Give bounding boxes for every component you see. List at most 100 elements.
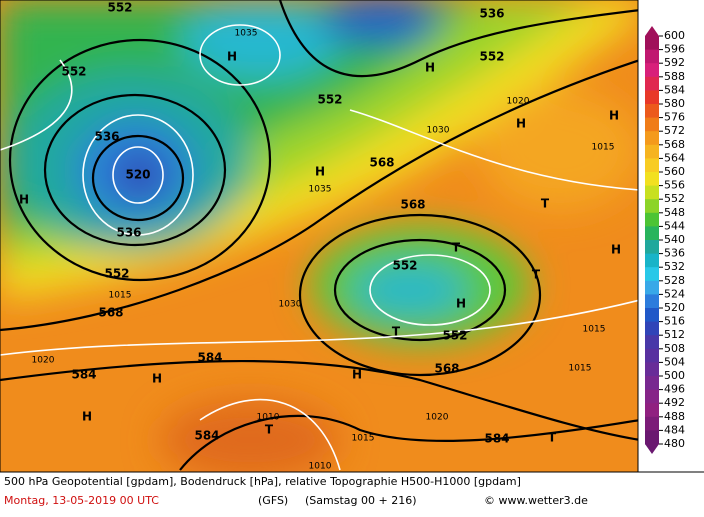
isobar-label: 1010 <box>257 413 280 423</box>
map-label: 552 <box>107 1 132 15</box>
map-label: H <box>516 117 526 131</box>
map-label: 552 <box>61 65 86 79</box>
isobar-label: 1020 <box>32 356 55 366</box>
map-label: 536 <box>479 7 504 21</box>
colorbar-band <box>645 416 659 431</box>
colorbar-label: 532 <box>664 260 685 273</box>
colorbar-band <box>645 403 659 418</box>
map-label: 520 <box>125 168 150 182</box>
map-label: T <box>265 423 274 437</box>
colorbar-label: 500 <box>664 369 685 382</box>
map <box>0 0 638 472</box>
colorbar-label: 512 <box>664 328 685 341</box>
map-label: 568 <box>98 306 123 320</box>
colorbar-band <box>645 226 659 241</box>
colorbar-band <box>645 49 659 64</box>
colorbar-band <box>645 348 659 363</box>
isobar-label: 1030 <box>427 126 450 136</box>
colorbar-label: 580 <box>664 97 685 110</box>
colorbar-label: 492 <box>664 396 685 409</box>
colorbar-label: 528 <box>664 274 685 287</box>
map-label: H <box>611 243 621 257</box>
map-label: H <box>425 61 435 75</box>
colorbar-band <box>645 76 659 91</box>
colorbar-band <box>645 90 659 105</box>
colorbar-label: 592 <box>664 56 685 69</box>
map-label: T <box>532 268 541 282</box>
colorbar-band <box>645 335 659 350</box>
map-label: H <box>352 368 362 382</box>
map-label: 568 <box>434 362 459 376</box>
map-label: 584 <box>484 432 509 446</box>
colorbar-label: 536 <box>664 247 685 260</box>
colorbar-band <box>645 362 659 377</box>
colorbar-band <box>645 131 659 146</box>
colorbar-label: 572 <box>664 124 685 137</box>
footer-credit: © www.wetter3.de <box>484 494 588 507</box>
colorbar-label: 560 <box>664 165 685 178</box>
colorbar-band <box>645 294 659 309</box>
colorbar-band <box>645 158 659 173</box>
map-label: T <box>452 241 461 255</box>
colorbar-label: 508 <box>664 342 685 355</box>
isobar-label: 1010 <box>309 462 332 472</box>
colorbar-band <box>645 104 659 119</box>
colorbar-label: 584 <box>664 83 685 96</box>
footer-model: (GFS) <box>258 494 288 507</box>
map-label: H <box>456 297 466 311</box>
isobar-label: 1035 <box>235 29 258 39</box>
colorbar-band <box>645 253 659 268</box>
isobar-label: 1015 <box>592 143 615 153</box>
colorbar-label: 480 <box>664 437 685 450</box>
map-label: T <box>548 431 557 445</box>
colorbar-band <box>645 172 659 187</box>
map-label: 536 <box>94 130 119 144</box>
map-label: 552 <box>442 329 467 343</box>
colorbar: 6005965925885845805765725685645605565525… <box>645 26 685 454</box>
isobar-label: 1015 <box>569 364 592 374</box>
isobar-label: 1020 <box>507 97 530 107</box>
map-label: 552 <box>317 93 342 107</box>
colorbar-label: 552 <box>664 192 685 205</box>
colorbar-label: 484 <box>664 423 685 436</box>
colorbar-band <box>645 308 659 323</box>
colorbar-label: 496 <box>664 383 685 396</box>
isobar-label: 1030 <box>279 300 302 310</box>
map-label: 552 <box>479 50 504 64</box>
colorbar-band <box>645 63 659 78</box>
colorbar-label: 540 <box>664 233 685 246</box>
colorbar-label: 596 <box>664 43 685 56</box>
colorbar-label: 488 <box>664 410 685 423</box>
map-label: 552 <box>104 267 129 281</box>
colorbar-label: 544 <box>664 219 685 232</box>
colorbar-band <box>645 240 659 255</box>
colorbar-band <box>645 117 659 132</box>
footer-title: 500 hPa Geopotential [gpdam], Bodendruck… <box>4 475 521 488</box>
map-label: 568 <box>400 198 425 212</box>
colorbar-label: 524 <box>664 287 685 300</box>
map-label: H <box>152 372 162 386</box>
isobar-label: 1020 <box>426 413 449 423</box>
map-label: 584 <box>71 368 96 382</box>
colorbar-band <box>645 376 659 391</box>
colorbar-band <box>645 389 659 404</box>
colorbar-label: 516 <box>664 315 685 328</box>
map-label: 568 <box>369 156 394 170</box>
isobar-label: 1015 <box>583 325 606 335</box>
colorbar-band <box>645 185 659 200</box>
colorbar-band <box>645 212 659 227</box>
map-label: H <box>19 193 29 207</box>
colorbar-label: 568 <box>664 138 685 151</box>
colorbar-label: 588 <box>664 70 685 83</box>
colorbar-cap <box>645 444 659 454</box>
colorbar-band <box>645 267 659 282</box>
map-label: 584 <box>194 429 219 443</box>
map-label: H <box>82 410 92 424</box>
colorbar-band <box>645 321 659 336</box>
colorbar-band <box>645 144 659 159</box>
colorbar-band <box>645 280 659 295</box>
map-label: T <box>392 325 401 339</box>
footer-run: (Samstag 00 + 216) <box>305 494 417 507</box>
isobar-label: 1015 <box>352 434 375 444</box>
